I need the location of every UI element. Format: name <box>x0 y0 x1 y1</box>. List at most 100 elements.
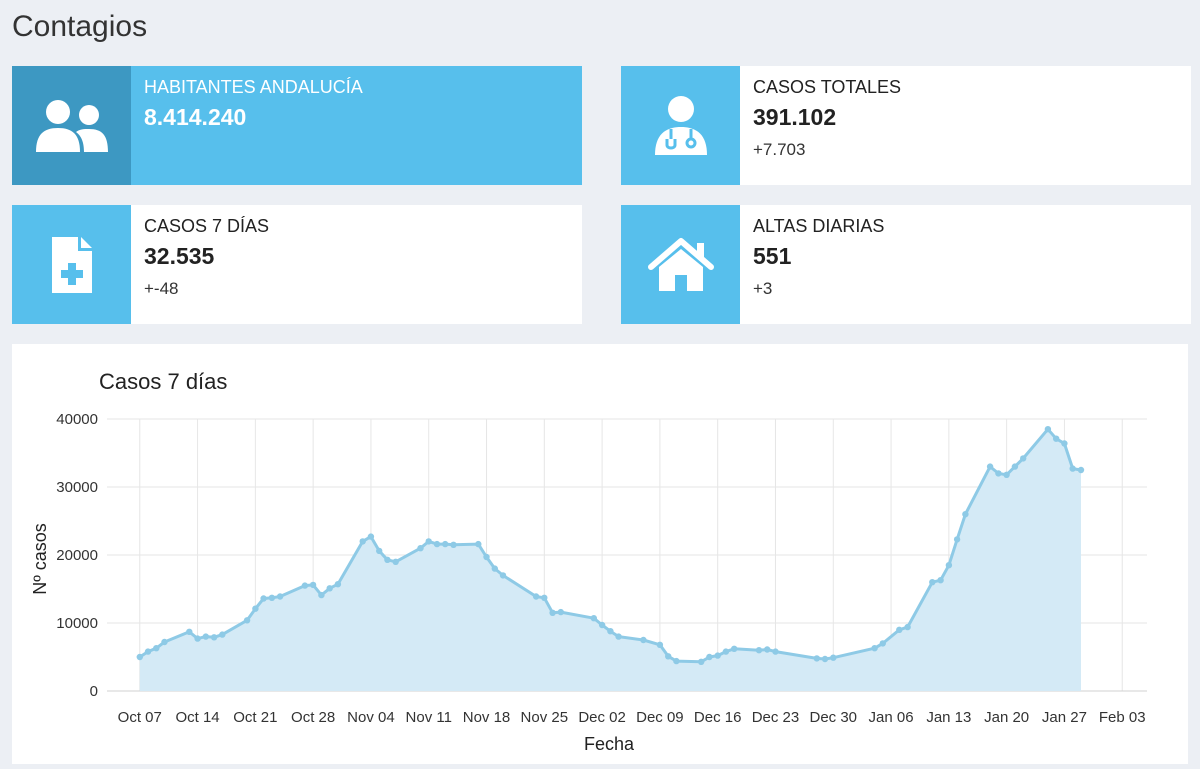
data-point <box>243 617 251 624</box>
data-point <box>962 511 969 518</box>
y-axis-label: Nº casos <box>30 523 50 595</box>
data-point <box>722 648 730 655</box>
card-casos-totales-delta: +7.703 <box>753 140 806 159</box>
data-point <box>1020 455 1027 462</box>
data-point <box>194 635 201 642</box>
y-tick-label: 0 <box>90 683 98 700</box>
data-point <box>755 647 763 654</box>
card-casos-7dias-delta: +-48 <box>144 279 179 298</box>
x-tick-label: Feb 03 <box>1099 709 1146 726</box>
data-point <box>1061 440 1068 447</box>
data-point <box>367 533 375 540</box>
data-point <box>953 536 961 543</box>
x-tick-label: Oct 07 <box>118 709 162 726</box>
data-point <box>813 655 820 662</box>
data-point <box>301 582 309 589</box>
data-point <box>334 581 342 588</box>
card-casos-7dias-icon-box <box>12 205 131 324</box>
data-point <box>483 553 490 561</box>
data-point <box>475 540 482 548</box>
data-point <box>929 579 936 586</box>
data-point <box>318 591 325 599</box>
y-tick-label: 20000 <box>56 547 98 564</box>
data-point <box>153 645 160 652</box>
data-point <box>186 628 193 635</box>
card-casos-totales-label: CASOS TOTALES <box>753 77 902 97</box>
data-point <box>1044 426 1052 433</box>
y-tick-label: 30000 <box>56 479 98 496</box>
data-point <box>359 538 366 545</box>
x-tick-label: Dec 02 <box>578 709 626 726</box>
card-altas-diarias: ALTAS DIARIAS 551 +3 <box>621 205 1191 324</box>
x-axis-label: Fecha <box>584 734 635 754</box>
card-casos-totales-value: 391.102 <box>753 104 837 130</box>
y-tick-labels: 0 10000 20000 30000 40000 <box>56 411 98 700</box>
card-casos-7dias: CASOS 7 DÍAS 32.535 +-48 <box>12 205 582 324</box>
data-point <box>1003 471 1010 478</box>
data-point <box>268 594 276 601</box>
users-icon <box>35 99 108 152</box>
card-altas-diarias-label: ALTAS DIARIAS <box>753 216 885 236</box>
x-tick-label: Nov 25 <box>521 709 569 726</box>
x-tick-label: Nov 11 <box>406 709 452 726</box>
x-tick-label: Jan 27 <box>1042 709 1087 726</box>
data-point <box>665 653 672 660</box>
data-point <box>376 547 383 555</box>
x-tick-label: Dec 30 <box>810 709 858 726</box>
x-tick-label: Jan 06 <box>869 709 914 726</box>
data-point <box>698 658 705 665</box>
y-tick-label: 10000 <box>56 615 98 632</box>
data-point <box>499 572 507 579</box>
x-tick-label: Oct 28 <box>291 709 335 726</box>
card-casos-totales: CASOS TOTALES 391.102 +7.703 <box>621 66 1191 185</box>
data-point <box>260 595 267 602</box>
data-point <box>202 633 209 640</box>
x-tick-label: Nov 18 <box>463 709 511 726</box>
data-point <box>772 648 779 655</box>
data-point <box>1069 465 1076 472</box>
cases-7-days-chart[interactable]: Casos 7 días Oct 07 Oct 14 Oct 21 Oct 28 Nov… <box>12 344 1188 764</box>
data-point <box>1053 435 1060 442</box>
card-altas-diarias-value: 551 <box>753 243 792 269</box>
data-point <box>417 545 424 552</box>
data-point <box>161 638 168 646</box>
data-point <box>615 633 622 640</box>
card-habitantes: HABITANTES ANDALUCÍA 8.414.240 <box>12 66 582 185</box>
series-area <box>139 429 1082 691</box>
data-point <box>309 581 317 589</box>
card-altas-diarias-delta: +3 <box>753 279 773 298</box>
x-tick-label: Dec 09 <box>636 709 684 726</box>
data-point <box>879 640 886 647</box>
card-casos-7dias-value: 32.535 <box>144 243 215 269</box>
data-point <box>557 608 564 616</box>
data-point <box>904 623 911 631</box>
data-point <box>210 634 218 641</box>
data-point <box>598 621 606 629</box>
data-point <box>764 646 771 653</box>
card-altas-diarias-icon-box <box>621 205 740 324</box>
data-point <box>384 556 391 563</box>
data-point <box>640 636 647 644</box>
medical-file-icon <box>51 236 92 293</box>
x-tick-label: Oct 14 <box>175 709 219 726</box>
data-point <box>821 655 829 663</box>
data-point <box>1011 463 1019 470</box>
data-point <box>252 605 259 612</box>
chart-title: Casos 7 días <box>99 369 227 394</box>
x-tick-label: Nov 04 <box>347 709 395 726</box>
card-casos-7dias-label: CASOS 7 DÍAS <box>144 216 270 236</box>
data-point <box>714 652 721 659</box>
data-point <box>986 463 994 470</box>
card-habitantes-value: 8.414.240 <box>144 104 247 130</box>
x-tick-label: Jan 20 <box>984 709 1029 726</box>
data-point <box>673 657 680 665</box>
data-point <box>937 577 944 584</box>
data-point <box>731 645 738 652</box>
data-point <box>995 470 1002 477</box>
y-tick-label: 40000 <box>56 411 98 428</box>
data-point <box>549 609 556 616</box>
card-habitantes-label: HABITANTES ANDALUCÍA <box>144 77 363 97</box>
card-habitantes-icon-box <box>12 66 131 185</box>
data-point <box>945 562 953 569</box>
home-icon <box>647 237 714 291</box>
